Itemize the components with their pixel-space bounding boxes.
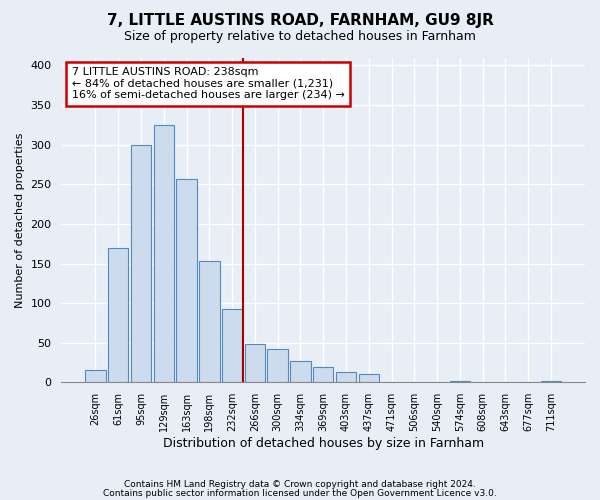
Bar — [449, 381, 470, 382]
Bar — [290, 361, 311, 382]
Bar — [108, 248, 128, 382]
Text: 7, LITTLE AUSTINS ROAD, FARNHAM, GU9 8JR: 7, LITTLE AUSTINS ROAD, FARNHAM, GU9 8JR — [107, 12, 493, 28]
Bar — [359, 374, 379, 382]
Y-axis label: Number of detached properties: Number of detached properties — [15, 132, 25, 308]
Bar — [131, 144, 151, 382]
Bar — [176, 178, 197, 382]
Bar — [222, 308, 242, 382]
Bar — [199, 261, 220, 382]
Bar — [268, 349, 288, 382]
X-axis label: Distribution of detached houses by size in Farnham: Distribution of detached houses by size … — [163, 437, 484, 450]
Bar — [154, 125, 174, 382]
Bar — [336, 372, 356, 382]
Bar — [313, 366, 334, 382]
Bar — [85, 370, 106, 382]
Bar — [541, 381, 561, 382]
Text: Size of property relative to detached houses in Farnham: Size of property relative to detached ho… — [124, 30, 476, 43]
Text: Contains public sector information licensed under the Open Government Licence v3: Contains public sector information licen… — [103, 488, 497, 498]
Text: 7 LITTLE AUSTINS ROAD: 238sqm
← 84% of detached houses are smaller (1,231)
16% o: 7 LITTLE AUSTINS ROAD: 238sqm ← 84% of d… — [72, 67, 345, 100]
Bar — [245, 344, 265, 383]
Text: Contains HM Land Registry data © Crown copyright and database right 2024.: Contains HM Land Registry data © Crown c… — [124, 480, 476, 489]
